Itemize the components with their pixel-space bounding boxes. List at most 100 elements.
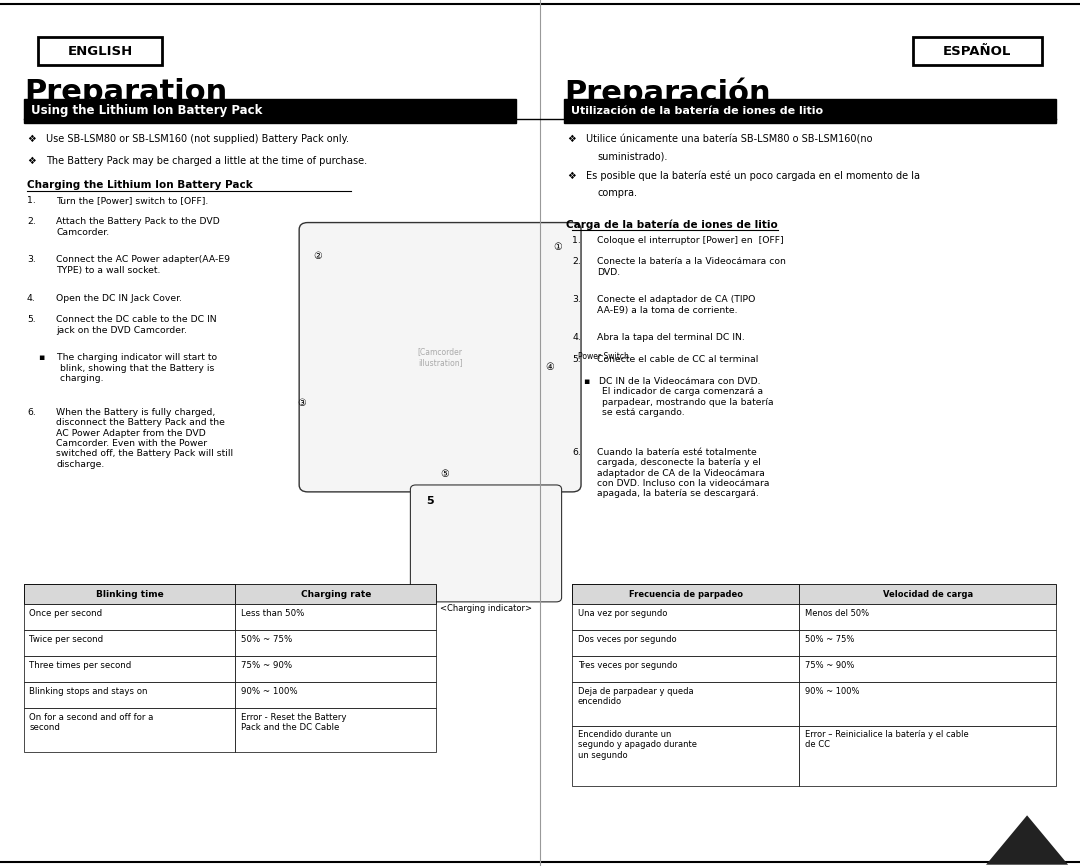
- Bar: [235, 708, 436, 752]
- Text: On for a second and off for a
second: On for a second and off for a second: [29, 713, 153, 732]
- Text: Charging the Lithium Ion Battery Pack: Charging the Lithium Ion Battery Pack: [27, 180, 253, 191]
- Text: Turn the [Power] switch to [OFF].: Turn the [Power] switch to [OFF].: [56, 196, 208, 204]
- Text: 5.: 5.: [572, 355, 581, 364]
- Text: Coloque el interruptor [Power] en  [OFF]: Coloque el interruptor [Power] en [OFF]: [597, 236, 784, 244]
- Bar: [572, 584, 1056, 604]
- Text: Three times per second: Three times per second: [29, 661, 132, 669]
- Text: Conecte la batería a la Videocámara con
DVD.: Conecte la batería a la Videocámara con …: [597, 257, 786, 276]
- Text: 90% ~ 100%: 90% ~ 100%: [241, 687, 297, 695]
- Text: Error – Reinicialice la batería y el cable
de CC: Error – Reinicialice la batería y el cab…: [805, 730, 969, 749]
- Text: ❖: ❖: [27, 134, 36, 145]
- Text: Once per second: Once per second: [29, 609, 103, 617]
- Text: [Camcorder
illustration]: [Camcorder illustration]: [418, 347, 462, 367]
- Text: Conecte el adaptador de CA (TIPO
AA-E9) a la toma de corriente.: Conecte el adaptador de CA (TIPO AA-E9) …: [597, 295, 756, 314]
- Text: Deja de parpadear y queda
encendido: Deja de parpadear y queda encendido: [578, 687, 693, 706]
- Text: The charging indicator will start to
  blink, showing that the Battery is
  char: The charging indicator will start to bli…: [54, 353, 217, 383]
- Text: Use SB-LSM80 or SB-LSM160 (not supplied) Battery Pack only.: Use SB-LSM80 or SB-LSM160 (not supplied)…: [46, 134, 350, 145]
- Bar: [24, 584, 235, 604]
- Bar: [572, 726, 799, 786]
- Text: Tres veces por segundo: Tres veces por segundo: [578, 661, 677, 669]
- Text: Dos veces por segundo: Dos veces por segundo: [578, 635, 676, 643]
- Text: Charging rate: Charging rate: [300, 590, 372, 598]
- Text: 50% ~ 75%: 50% ~ 75%: [241, 635, 292, 643]
- Text: ④: ④: [545, 362, 554, 372]
- Text: Encendido durante un
segundo y apagado durante
un segundo: Encendido durante un segundo y apagado d…: [578, 730, 697, 759]
- Bar: [24, 604, 235, 630]
- Text: ▪: ▪: [583, 377, 590, 385]
- Polygon shape: [986, 816, 1068, 864]
- Text: suministrado).: suministrado).: [597, 152, 667, 162]
- Text: Blinking time: Blinking time: [96, 590, 163, 598]
- Bar: [799, 726, 1056, 786]
- Text: ❖: ❖: [27, 156, 36, 166]
- Text: Es posible que la batería esté un poco cargada en el momento de la: Es posible que la batería esté un poco c…: [586, 171, 920, 181]
- Text: 1.: 1.: [27, 196, 36, 204]
- Bar: [913, 37, 1042, 65]
- Bar: [235, 656, 436, 682]
- Text: Cuando la batería esté totalmente
cargada, desconecte la batería y el
adaptador : Cuando la batería esté totalmente cargad…: [597, 448, 770, 498]
- Text: Utilice únicamente una batería SB-LSM80 o SB-LSM160(no: Utilice únicamente una batería SB-LSM80 …: [586, 134, 873, 145]
- Text: 2.: 2.: [27, 217, 36, 226]
- Bar: [24, 630, 235, 656]
- Text: DC IN de la Videocámara con DVD.
  El indicador de carga comenzará a
  parpadear: DC IN de la Videocámara con DVD. El indi…: [596, 377, 773, 417]
- Bar: [799, 656, 1056, 682]
- Bar: [24, 708, 235, 752]
- Bar: [799, 682, 1056, 726]
- Text: 50% ~ 75%: 50% ~ 75%: [805, 635, 854, 643]
- Bar: [572, 604, 799, 630]
- Text: 75% ~ 90%: 75% ~ 90%: [241, 661, 292, 669]
- Text: 4.: 4.: [27, 294, 36, 302]
- Text: Using the Lithium Ion Battery Pack: Using the Lithium Ion Battery Pack: [31, 104, 262, 118]
- Text: 5.: 5.: [27, 315, 36, 324]
- Bar: [235, 604, 436, 630]
- Text: ②: ②: [313, 251, 322, 262]
- Text: Preparation: Preparation: [24, 78, 227, 107]
- Bar: [572, 630, 799, 656]
- Text: <Charging indicator>: <Charging indicator>: [440, 604, 532, 613]
- Bar: [24, 656, 235, 682]
- Text: 90% ~ 100%: 90% ~ 100%: [805, 687, 859, 695]
- Text: 1.: 1.: [572, 236, 581, 244]
- Text: 5: 5: [427, 496, 434, 507]
- Text: Preparación: Preparación: [564, 78, 770, 108]
- Text: Less than 50%: Less than 50%: [241, 609, 305, 617]
- Text: Carga de la batería de iones de litio: Carga de la batería de iones de litio: [566, 220, 778, 230]
- Text: Frecuencia de parpadeo: Frecuencia de parpadeo: [629, 590, 743, 598]
- Text: Velocidad de carga: Velocidad de carga: [882, 590, 973, 598]
- Bar: [235, 630, 436, 656]
- Bar: [572, 656, 799, 682]
- Text: Attach the Battery Pack to the DVD
Camcorder.: Attach the Battery Pack to the DVD Camco…: [56, 217, 220, 236]
- Text: Blinking stops and stays on: Blinking stops and stays on: [29, 687, 148, 695]
- Text: ▪: ▪: [38, 353, 44, 362]
- FancyBboxPatch shape: [410, 485, 562, 602]
- Text: ENGLISH: ENGLISH: [67, 44, 133, 58]
- Text: 6.: 6.: [27, 408, 36, 417]
- Bar: [564, 99, 1056, 123]
- Text: 75% ~ 90%: 75% ~ 90%: [805, 661, 854, 669]
- Text: The Battery Pack may be charged a little at the time of purchase.: The Battery Pack may be charged a little…: [46, 156, 367, 166]
- Text: ③: ③: [297, 398, 306, 409]
- Bar: [235, 682, 436, 708]
- Text: Connect the AC Power adapter(AA-E9
TYPE) to a wall socket.: Connect the AC Power adapter(AA-E9 TYPE)…: [56, 255, 230, 275]
- Bar: [38, 37, 162, 65]
- Text: 2.: 2.: [572, 257, 581, 266]
- Bar: [572, 682, 799, 726]
- Bar: [24, 682, 235, 708]
- Text: Menos del 50%: Menos del 50%: [805, 609, 868, 617]
- Text: When the Battery is fully charged,
disconnect the Battery Pack and the
AC Power : When the Battery is fully charged, disco…: [56, 408, 233, 469]
- Bar: [799, 604, 1056, 630]
- Text: ⑤: ⑤: [441, 469, 449, 480]
- Text: Error - Reset the Battery
Pack and the DC Cable: Error - Reset the Battery Pack and the D…: [241, 713, 347, 732]
- Text: Twice per second: Twice per second: [29, 635, 104, 643]
- FancyBboxPatch shape: [299, 223, 581, 492]
- Text: Una vez por segundo: Una vez por segundo: [578, 609, 667, 617]
- Text: Abra la tapa del terminal DC IN.: Abra la tapa del terminal DC IN.: [597, 333, 745, 342]
- Text: 3.: 3.: [27, 255, 36, 264]
- Text: ESPAÑOL: ESPAÑOL: [943, 44, 1012, 58]
- Text: ❖: ❖: [567, 134, 576, 145]
- Text: Conecte el cable de CC al terminal: Conecte el cable de CC al terminal: [597, 355, 758, 364]
- Text: ❖: ❖: [567, 171, 576, 181]
- Bar: [572, 584, 799, 604]
- Text: 3.: 3.: [572, 295, 581, 304]
- Bar: [24, 99, 516, 123]
